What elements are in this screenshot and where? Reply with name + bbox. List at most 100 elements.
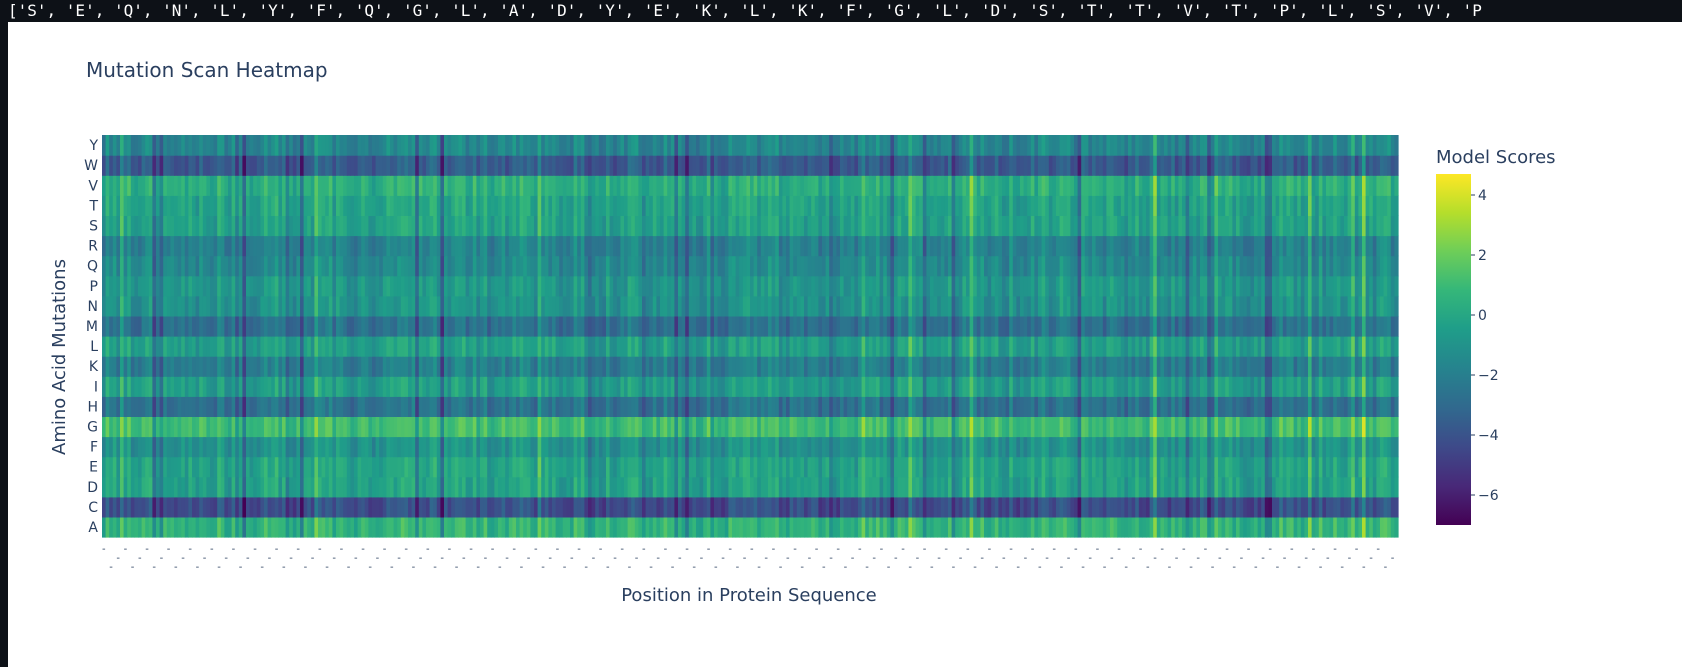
heatmap-cell: [937, 516, 942, 538]
heatmap-cell: [843, 275, 848, 297]
heatmap-cell: [958, 496, 963, 518]
heatmap-cell: [742, 336, 747, 357]
heatmap-cell: [1200, 476, 1205, 498]
heatmap-cell: [1394, 476, 1399, 498]
heatmap-cell: [1074, 255, 1079, 277]
heatmap-cell: [1171, 436, 1176, 458]
heatmap-cell: [1052, 255, 1057, 277]
heatmap-cell: [681, 516, 686, 538]
heatmap-cell: [948, 336, 953, 357]
heatmap-cell: [1110, 255, 1115, 277]
heatmap-cell: [382, 436, 387, 458]
heatmap-cell: [890, 336, 895, 357]
heatmap-cell: [1326, 496, 1331, 518]
heatmap-cell: [530, 336, 535, 357]
heatmap-cell: [1336, 336, 1341, 357]
heatmap-cell: [307, 315, 312, 337]
heatmap-cell: [177, 275, 182, 297]
heatmap-cell: [469, 275, 474, 297]
heatmap-cell: [602, 476, 607, 498]
heatmap-cell: [303, 396, 308, 417]
heatmap-cell: [930, 295, 935, 317]
heatmap-cell: [904, 516, 909, 538]
heatmap-cell: [861, 336, 866, 357]
heatmap-cell: [397, 356, 402, 377]
heatmap-cell: [1088, 315, 1093, 337]
heatmap-cell: [264, 476, 269, 498]
heatmap-cell: [408, 416, 413, 438]
heatmap-cell: [1164, 275, 1169, 297]
heatmap-cell: [750, 476, 755, 498]
heatmap-cell: [188, 396, 193, 417]
heatmap-cell: [1351, 416, 1356, 438]
heatmap-cell: [674, 476, 679, 498]
heatmap-cell: [807, 516, 812, 538]
heatmap-cell: [1009, 315, 1014, 337]
heatmap-cell: [912, 476, 917, 498]
heatmap-cell: [987, 516, 992, 538]
heatmap-cell: [786, 496, 791, 518]
heatmap-cell: [624, 295, 629, 317]
heatmap-cell: [310, 255, 315, 277]
heatmap-cell: [1016, 516, 1021, 538]
heatmap-cell: [1254, 275, 1259, 297]
heatmap-cell: [1390, 456, 1395, 478]
heatmap-cell: [415, 516, 420, 538]
heatmap-cell: [195, 275, 200, 297]
heatmap-cell: [238, 516, 243, 538]
heatmap-cell: [634, 336, 639, 357]
heatmap-cell: [602, 456, 607, 478]
heatmap-cell: [343, 456, 348, 478]
heatmap-cell: [822, 516, 827, 538]
heatmap-cell: [1387, 436, 1392, 458]
heatmap-cell: [843, 396, 848, 417]
heatmap-cell: [145, 255, 150, 277]
heatmap-cell: [166, 456, 171, 478]
heatmap-cell: [606, 255, 611, 277]
heatmap-cell: [865, 496, 870, 518]
heatmap-cell: [1286, 476, 1291, 498]
heatmap-cell: [1023, 476, 1028, 498]
heatmap-cell: [732, 416, 737, 438]
heatmap-cell: [458, 336, 463, 357]
heatmap-cell: [1333, 396, 1338, 417]
heatmap-cell: [782, 275, 787, 297]
heatmap-cell: [616, 356, 621, 377]
heatmap-cell: [1239, 315, 1244, 337]
heatmap-cell: [354, 376, 359, 397]
heatmap-cell: [634, 376, 639, 397]
heatmap-cell: [1034, 255, 1039, 277]
heatmap-cell: [678, 516, 683, 538]
heatmap-cell: [177, 436, 182, 458]
heatmap-cell: [624, 275, 629, 297]
heatmap-cell: [181, 476, 186, 498]
heatmap-cell: [660, 336, 665, 357]
heatmap-cell: [598, 476, 603, 498]
heatmap-cell: [235, 416, 240, 438]
heatmap-cell: [1038, 416, 1043, 438]
heatmap-cell: [418, 516, 423, 538]
heatmap-cell: [1203, 396, 1208, 417]
heatmap-cell: [1070, 416, 1075, 438]
heatmap-cell: [454, 376, 459, 397]
heatmap-cell: [447, 336, 452, 357]
heatmap-cell: [922, 315, 927, 337]
heatmap-cell: [832, 416, 837, 438]
heatmap-cell: [1110, 476, 1115, 498]
heatmap-cell: [732, 336, 737, 357]
heatmap-cell: [498, 496, 503, 518]
heatmap-cell: [652, 436, 657, 458]
heatmap-cell: [458, 275, 463, 297]
heatmap-cell: [328, 416, 333, 438]
heatmap-cell: [1092, 436, 1097, 458]
heatmap-cell: [656, 295, 661, 317]
heatmap-cell: [1318, 396, 1323, 417]
heatmap-cell: [130, 255, 135, 277]
heatmap-cell: [1286, 336, 1291, 357]
heatmap-cell: [562, 336, 567, 357]
heatmap-cell: [249, 416, 254, 438]
heatmap-cell: [490, 315, 495, 337]
heatmap-cell: [260, 436, 265, 458]
heatmap-cell: [397, 436, 402, 458]
heatmap-cell: [1300, 496, 1305, 518]
